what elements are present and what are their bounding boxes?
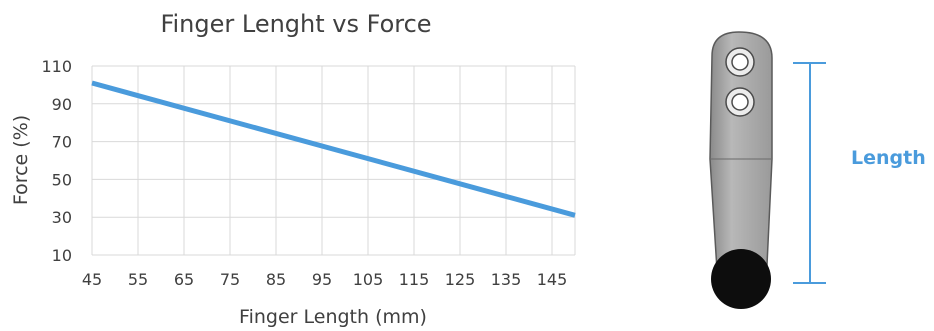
x-tick-label: 65 bbox=[174, 270, 194, 289]
length-label: Length bbox=[851, 147, 926, 169]
x-axis-ticks: 45 55 65 75 85 95 105 115 125 135 145 bbox=[82, 270, 567, 289]
finger-force-chart: Finger Lenght vs Force 10 30 50 70 90 110 45 5… bbox=[10, 10, 576, 328]
x-tick-label: 105 bbox=[353, 270, 384, 289]
x-tick-label: 115 bbox=[399, 270, 430, 289]
grid-lines bbox=[91, 65, 576, 256]
length-dimension bbox=[793, 62, 826, 284]
y-tick-label: 70 bbox=[52, 133, 72, 152]
y-axis-label: Force (%) bbox=[10, 115, 32, 205]
mount-hole-lower bbox=[725, 87, 755, 117]
y-tick-label: 90 bbox=[52, 95, 72, 114]
x-tick-label: 145 bbox=[537, 270, 568, 289]
x-tick-label: 95 bbox=[312, 270, 332, 289]
x-tick-label: 45 bbox=[82, 270, 102, 289]
x-tick-label: 125 bbox=[445, 270, 476, 289]
x-tick-label: 135 bbox=[491, 270, 522, 289]
y-axis-ticks: 10 30 50 70 90 110 bbox=[41, 57, 72, 265]
x-tick-label: 55 bbox=[128, 270, 148, 289]
series-group bbox=[91, 80, 576, 218]
y-tick-label: 50 bbox=[52, 170, 72, 189]
x-axis-label: Finger Length (mm) bbox=[239, 306, 427, 328]
x-tick-label: 75 bbox=[220, 270, 240, 289]
finger-diagram bbox=[709, 31, 826, 309]
y-tick-label: 110 bbox=[41, 57, 72, 76]
chart-title: Finger Lenght vs Force bbox=[160, 10, 431, 38]
mount-hole-upper bbox=[725, 47, 755, 77]
series-line bbox=[91, 80, 576, 218]
x-tick-label: 85 bbox=[266, 270, 286, 289]
fingertip bbox=[711, 249, 771, 309]
y-tick-label: 10 bbox=[52, 246, 72, 265]
y-tick-label: 30 bbox=[52, 208, 72, 227]
